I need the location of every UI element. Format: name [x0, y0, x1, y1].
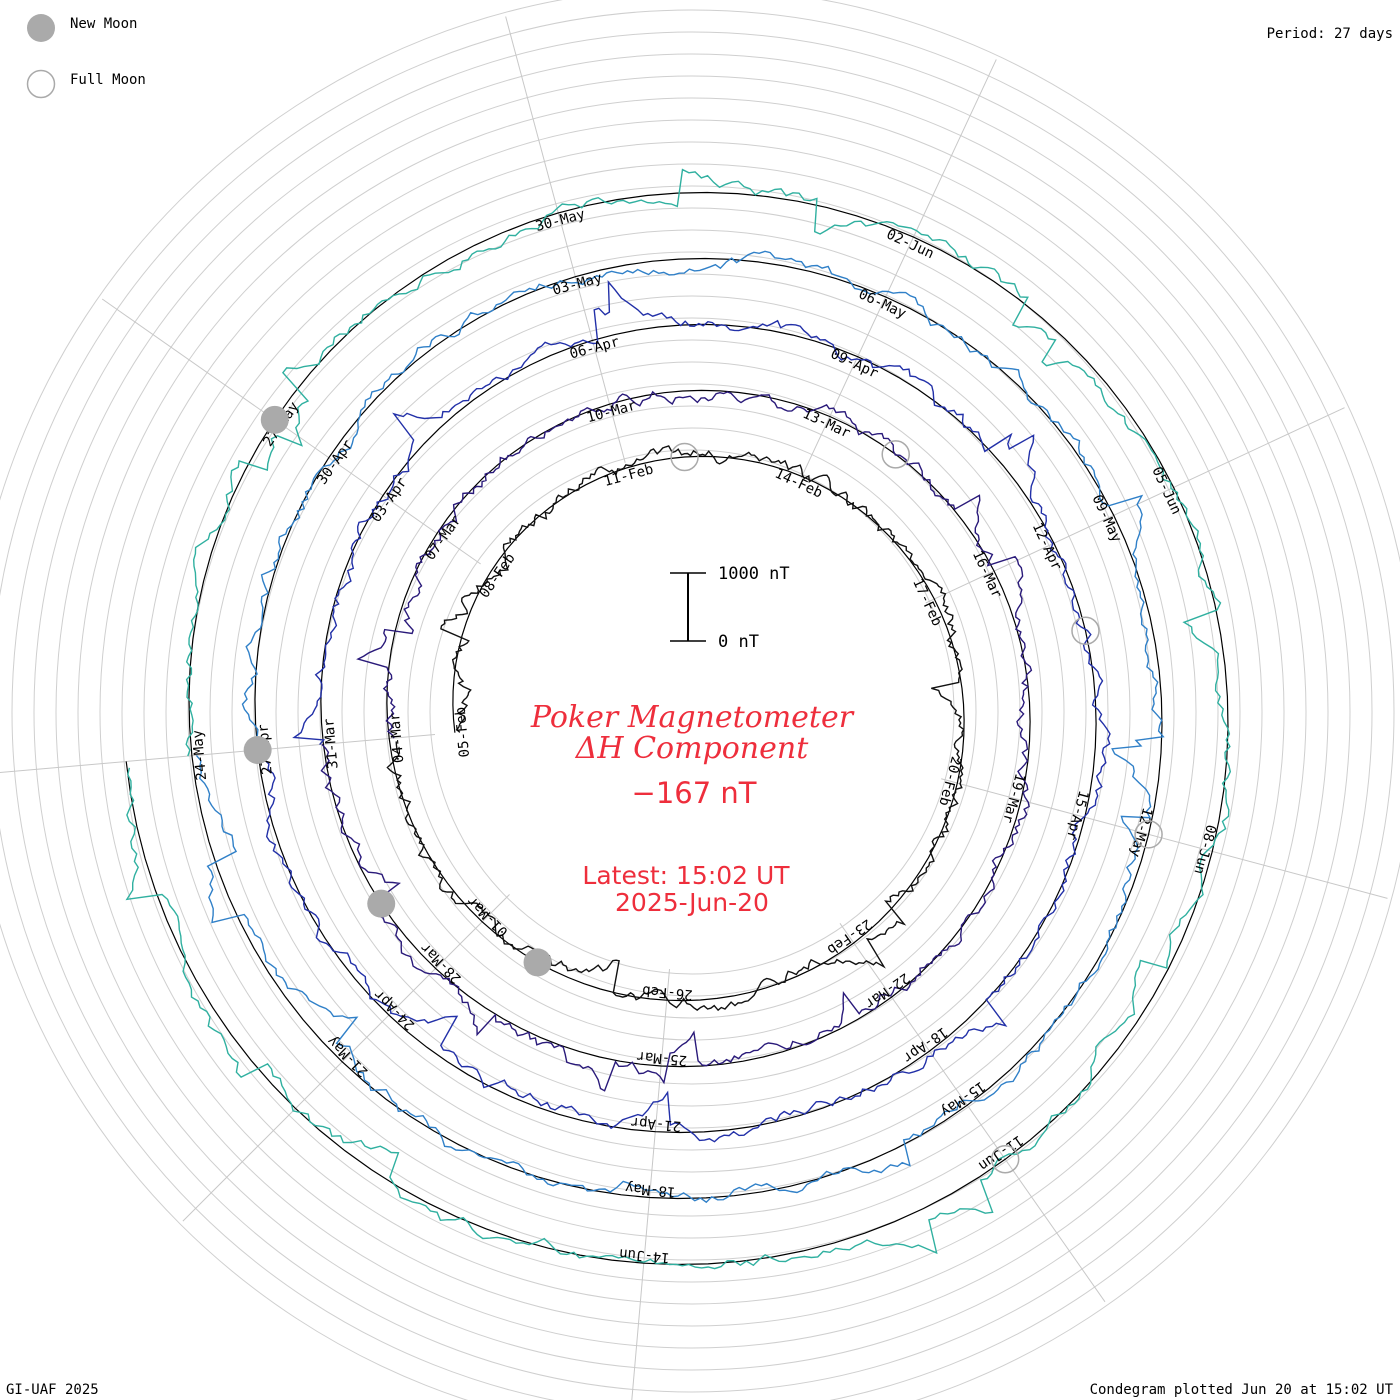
grid-ring: [253, 273, 1131, 1151]
chart-title: Poker Magnetometer: [530, 700, 855, 735]
date-label: 19-Mar: [999, 772, 1028, 825]
grid-ring: [143, 163, 1241, 1261]
date-label: 04-Mar: [387, 712, 407, 764]
period-label: Period: 27 days: [1267, 26, 1393, 42]
grid-ring: [0, 9, 1395, 1400]
date-label: 09-Apr: [828, 346, 881, 382]
radial-line: [101, 298, 481, 565]
date-label: 06-Apr: [568, 334, 621, 363]
date-label: 02-Jun: [884, 226, 937, 262]
radial-line: [941, 778, 1388, 899]
new-moon-icon: [27, 14, 55, 42]
latest-date: 2025-Jun-20: [615, 888, 769, 917]
new-moon-marker: [260, 405, 289, 434]
grid-ring: [99, 119, 1285, 1305]
grid-ring: [319, 339, 1065, 1085]
date-label: 03-Apr: [368, 475, 410, 526]
date-label: 08-Jun: [1190, 823, 1219, 876]
date-label: 03-May: [551, 270, 604, 299]
date-label: 07-Mar: [422, 513, 464, 564]
series-line: [125, 168, 1232, 1270]
baseline-spiral: [125, 191, 1229, 1266]
scale-top-label: 1000 nT: [718, 564, 790, 584]
date-label: 26-Feb: [642, 982, 694, 1002]
full-moon-icon: [26, 69, 56, 99]
date-label: 15-Apr: [1063, 789, 1092, 842]
grid-ring: [33, 53, 1351, 1371]
date-label: 24-May: [190, 729, 210, 781]
series-line: [320, 390, 1033, 1092]
date-label: 21-Apr: [630, 1114, 682, 1134]
date-label: 18-May: [624, 1179, 676, 1199]
scale-bar: 1000 nT 0 nT: [670, 564, 790, 652]
footer-credit: GI-UAF 2025: [6, 1382, 99, 1398]
full-moon-marker: [1134, 820, 1163, 849]
scale-bottom-label: 0 nT: [718, 632, 759, 652]
legend-full-moon-label: Full Moon: [70, 72, 146, 88]
legend-new-moon-label: New Moon: [70, 16, 137, 32]
radial-line: [800, 59, 997, 479]
grid-ring: [385, 405, 999, 1019]
grid-ring: [297, 317, 1087, 1107]
grid-ring: [209, 229, 1175, 1195]
magnetometer-series: [125, 168, 1232, 1270]
date-label: 05-Feb: [453, 706, 473, 758]
moon-markers: [243, 405, 1163, 1174]
new-moon-marker: [243, 735, 272, 764]
current-value: −167 nT: [632, 776, 757, 810]
date-label: 20-Feb: [935, 755, 964, 808]
date-label: 14-Jun: [619, 1245, 671, 1265]
series-line: [260, 280, 1111, 1143]
full-moon-marker: [670, 442, 699, 472]
grid-ring: [165, 185, 1219, 1239]
radial-line: [631, 968, 671, 1400]
date-label: 08-Feb: [477, 551, 519, 602]
footer-plotted: Condegram plotted Jun 20 at 15:02 UT: [1090, 1382, 1394, 1398]
date-label: 31-Mar: [321, 718, 341, 770]
date-label: 30-Apr: [314, 437, 356, 488]
grid-ring: [121, 141, 1263, 1283]
baseline: [125, 191, 1229, 1266]
date-label: 25-Mar: [636, 1048, 688, 1068]
radial-line: [0, 733, 436, 774]
new-moon-marker: [367, 889, 396, 918]
grid-ring: [231, 251, 1153, 1173]
date-label: 17-Feb: [909, 576, 945, 629]
radial-line: [182, 894, 510, 1222]
date-label: 30-May: [534, 206, 587, 235]
grid-ring: [187, 207, 1197, 1217]
grid-ring: [363, 383, 1021, 1041]
radial-line: [925, 407, 1345, 604]
radial-line: [839, 923, 1106, 1303]
grid-ring: [11, 31, 1373, 1393]
date-label: 14-Feb: [772, 466, 825, 502]
chart-subtitle: ΔH Component: [575, 731, 809, 766]
series-line: [195, 250, 1165, 1204]
grid-ring: [407, 427, 977, 997]
grid-ring: [77, 97, 1307, 1327]
series-line: [386, 445, 965, 1012]
latest-time: Latest: 15:02 UT: [582, 861, 790, 890]
grid-ring: [429, 449, 955, 975]
full-moon-marker: [990, 1145, 1020, 1174]
full-moon-marker: [1071, 616, 1100, 646]
new-moon-marker: [523, 948, 552, 977]
full-moon-marker: [881, 440, 910, 469]
radial-line: [505, 16, 626, 463]
grid-ring: [341, 361, 1043, 1063]
grid-ring: [55, 75, 1329, 1349]
date-label: 10-Mar: [585, 398, 638, 427]
grid-ring: [275, 295, 1109, 1129]
